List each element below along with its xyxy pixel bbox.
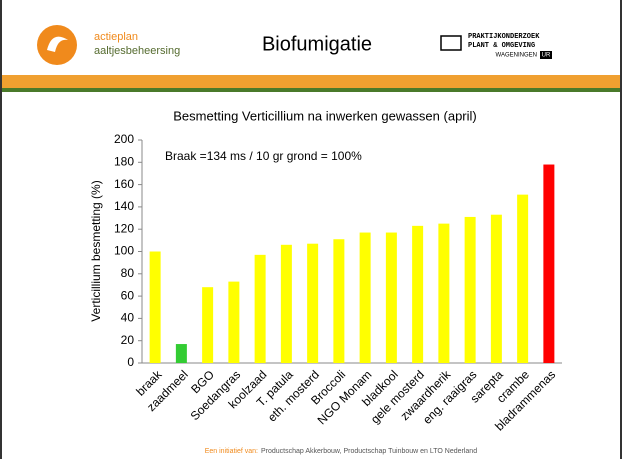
bar	[202, 287, 214, 363]
partner-text: UR	[542, 53, 551, 59]
chart-title: Besmetting Verticillium na inwerken gewa…	[173, 108, 476, 123]
bar	[438, 223, 450, 363]
bar	[543, 164, 555, 363]
y-tick-label: 120	[114, 221, 134, 235]
logo-text: actieplan	[94, 31, 138, 43]
logo-swirl	[47, 36, 68, 52]
partner-text: PRAKTIJKONDERZOEK	[468, 33, 540, 41]
y-tick-label: 180	[114, 154, 134, 168]
partner-text: PLANT & OMGEVING	[468, 42, 535, 50]
bar	[359, 232, 371, 363]
partner-text: WAGENINGEN	[496, 53, 537, 59]
bar	[307, 243, 319, 363]
bar	[490, 214, 502, 363]
annotation: Braak =134 ms / 10 gr grond = 100%	[165, 149, 362, 163]
frame-right	[620, 0, 622, 459]
slide-title: Biofumigatie	[262, 33, 372, 55]
footer-text: Productschap Akkerbouw, Productschap Tui…	[261, 448, 477, 455]
y-tick-label: 40	[121, 311, 135, 325]
y-tick-label: 200	[114, 132, 134, 146]
bar	[175, 344, 187, 363]
y-axis-label: Verticillium besmetting (%)	[89, 180, 103, 321]
y-tick-label: 140	[114, 199, 134, 213]
bar	[412, 225, 424, 363]
y-tick-label: 80	[121, 266, 135, 280]
bar	[228, 281, 240, 363]
logo-text: aaltjesbeheersing	[94, 45, 180, 57]
bar	[149, 251, 161, 363]
header-band	[2, 75, 620, 88]
header-line	[2, 88, 620, 92]
y-tick-label: 100	[114, 244, 134, 258]
y-tick-label: 160	[114, 177, 134, 191]
y-tick-label: 0	[127, 355, 134, 369]
partner-icon	[440, 35, 462, 51]
bar	[254, 254, 266, 363]
bar	[280, 244, 292, 363]
y-tick-label: 20	[121, 333, 135, 347]
bar	[385, 232, 397, 363]
bar	[333, 239, 345, 363]
bar	[464, 216, 476, 363]
partner-badge	[540, 51, 552, 59]
footer-lead: Een initiatief van:	[205, 448, 258, 455]
frame-left	[0, 0, 2, 459]
bar	[517, 194, 529, 363]
y-tick-label: 60	[121, 288, 135, 302]
